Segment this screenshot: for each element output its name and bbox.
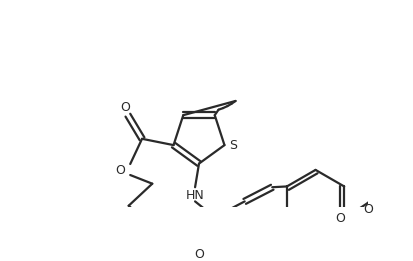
Text: S: S [228, 139, 237, 152]
Text: O: O [363, 203, 373, 216]
Text: HN: HN [185, 189, 204, 202]
Text: O: O [334, 212, 344, 225]
Text: O: O [194, 248, 204, 261]
Text: O: O [120, 101, 130, 114]
Text: O: O [115, 164, 125, 177]
